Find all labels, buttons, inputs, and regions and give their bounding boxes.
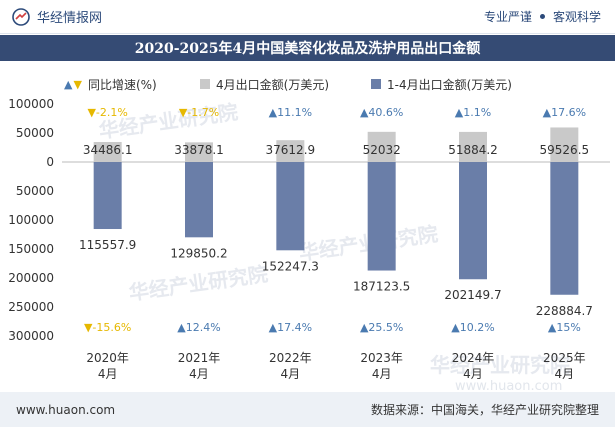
- category-label-month: 4月: [98, 367, 118, 381]
- cumulative-growth-label: ▲17.4%: [269, 321, 312, 334]
- cumulative-bar: [459, 162, 487, 280]
- month-growth-label: ▲40.6%: [360, 106, 403, 119]
- month-bar: [185, 142, 213, 162]
- month-value-label: 37612.9: [266, 143, 316, 157]
- month-growth-label: ▲1.1%: [455, 106, 491, 119]
- y-tick-label: 0: [46, 155, 54, 169]
- footer-website: www.huaon.com: [16, 402, 116, 417]
- brand-name: 华经情报网: [37, 11, 103, 26]
- cumulative-value-label: 115557.9: [79, 238, 136, 252]
- y-tick-label: 300000: [8, 329, 54, 343]
- month-bar: [93, 141, 122, 162]
- y-tick-label: 50000: [16, 184, 54, 198]
- month-value-label: 33878.1: [174, 143, 224, 157]
- month-bar: [459, 131, 487, 162]
- cumulative-value-label: 129850.2: [170, 246, 227, 260]
- month-value-label: 52032: [363, 143, 401, 157]
- category-label: 2023年: [360, 351, 403, 365]
- cumulative-growth-label: ▲15%: [548, 321, 581, 334]
- legend-cumulative: 1-4月出口金额(万美元): [371, 76, 512, 93]
- legend-growth: ▲ ▼ 同比增速(%): [64, 76, 157, 93]
- watermark-text: 华经产业研究院: [430, 353, 570, 377]
- tag-separator-dot: [539, 14, 545, 19]
- watermark-text: 华经产业研究院: [127, 262, 269, 305]
- cumulative-value-label: 228884.7: [536, 304, 593, 318]
- y-tick-label: 50000: [16, 126, 54, 140]
- month-bar: [367, 131, 396, 162]
- tag-objective: 客观科学: [552, 10, 601, 24]
- y-tick-label: 100000: [8, 213, 54, 227]
- chart-title: 2020-2025年4月中国美容化妆品及洗护用品出口金额: [0, 35, 615, 61]
- category-label-month: 4月: [463, 367, 483, 381]
- y-tick-label: 150000: [8, 242, 54, 256]
- cumulative-bar: [367, 162, 396, 271]
- footer-source: 数据来源：中国海关，华经产业研究院整理: [370, 403, 599, 417]
- category-label-month: 4月: [555, 367, 575, 381]
- month-growth-label: ▼-1.7%: [179, 106, 219, 119]
- month-bar: [550, 127, 579, 162]
- month-growth-label: ▲11.1%: [269, 106, 312, 119]
- cumulative-growth-label: ▲12.4%: [177, 321, 220, 334]
- top-bar: 华经情报网 专业严谨 客观科学: [0, 0, 615, 34]
- cumulative-growth-label: ▼-15.6%: [84, 321, 131, 334]
- cumulative-value-label: 187123.5: [353, 280, 410, 294]
- brand: 华经情报网: [12, 7, 102, 26]
- legend-month-swatch: [200, 79, 210, 89]
- legend: ▲ ▼ 同比增速(%) 4月出口金额(万美元) 1-4月出口金额(万美元): [0, 74, 615, 94]
- y-tick-label: 250000: [8, 300, 54, 314]
- category-label: 2025年: [543, 351, 586, 365]
- growth-arrows-icon: ▲ ▼: [64, 77, 82, 91]
- cumulative-value-label: 202149.7: [444, 288, 501, 302]
- cumulative-bar: [185, 162, 213, 238]
- cumulative-bar: [550, 162, 579, 295]
- category-label: 2020年: [86, 351, 129, 365]
- watermark-url: www.huaon.com: [455, 379, 562, 394]
- month-value-label: 51884.2: [448, 143, 498, 157]
- cumulative-bar: [93, 162, 122, 230]
- brand-logo-icon: [12, 7, 30, 26]
- month-growth-label: ▼-2.1%: [87, 106, 127, 119]
- footer: www.huaon.com 数据来源：中国海关，华经产业研究院整理: [0, 392, 615, 427]
- month-bar: [276, 140, 305, 162]
- category-label: 2024年: [452, 351, 495, 365]
- category-label-month: 4月: [372, 367, 392, 381]
- y-tick-label: 200000: [8, 271, 54, 285]
- category-label: 2021年: [178, 351, 221, 365]
- category-label-month: 4月: [281, 367, 301, 381]
- legend-month-label: 4月出口金额(万美元): [216, 77, 329, 92]
- legend-growth-label: 同比增速(%): [87, 77, 157, 92]
- category-label: 2022年: [269, 351, 312, 365]
- cumulative-growth-label: ▲25.5%: [360, 321, 403, 334]
- month-value-label: 34486.1: [83, 143, 133, 157]
- category-label-month: 4月: [189, 367, 209, 381]
- cumulative-growth-label: ▲10.2%: [451, 321, 494, 334]
- legend-cumulative-label: 1-4月出口金额(万美元): [387, 77, 512, 92]
- legend-month: 4月出口金额(万美元): [200, 76, 329, 93]
- cumulative-value-label: 152247.3: [262, 259, 319, 273]
- month-value-label: 59526.5: [540, 143, 590, 157]
- header-tags: 专业严谨 客观科学: [484, 8, 601, 25]
- month-growth-label: ▲17.6%: [543, 106, 586, 119]
- y-tick-label: 100000: [8, 97, 54, 111]
- tag-professional: 专业严谨: [483, 10, 532, 24]
- legend-cumulative-swatch: [371, 79, 381, 89]
- cumulative-bar: [276, 162, 305, 251]
